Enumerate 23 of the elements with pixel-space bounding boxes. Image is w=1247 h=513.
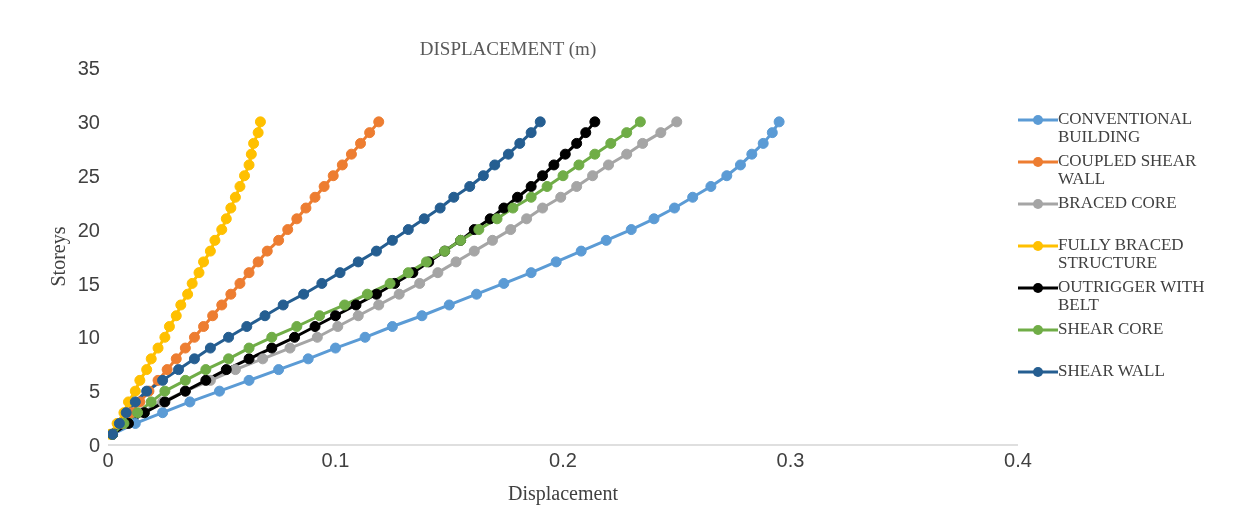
x-tick-label: 0.2 (549, 449, 577, 472)
legend-label: OUTRIGGER WITH BELT (1058, 276, 1206, 314)
y-tick-label: 15 (77, 272, 100, 295)
y-tick-label: 20 (77, 218, 100, 241)
legend-label: SHEAR WALL (1058, 360, 1165, 380)
y-axis-title: Storeys (47, 226, 71, 287)
legend-label: BRACED CORE (1058, 192, 1177, 212)
y-tick-label: 0 (88, 434, 100, 457)
legend-label: FULLY BRACED STRUCTURE (1058, 234, 1185, 272)
x-axis-title: Displacement (508, 482, 619, 505)
legend-label: COUPLED SHEAR WALL (1058, 150, 1198, 188)
x-tick-label: 0 (102, 449, 114, 472)
y-tick-label: 25 (77, 164, 100, 187)
legend-label: CONVENTIONAL BUILDING (1058, 108, 1193, 146)
x-tick-label: 0.1 (321, 449, 350, 472)
y-tick-label: 10 (77, 326, 100, 349)
legend-label: SHEAR CORE (1058, 318, 1164, 338)
y-tick-label: 30 (77, 110, 100, 133)
x-tick-label: 0.3 (776, 449, 805, 472)
y-tick-label: 5 (88, 380, 100, 403)
x-tick-label: 0.4 (1004, 449, 1032, 472)
y-tick-label: 35 (77, 57, 100, 80)
chart-title: DISPLACEMENT (m) (419, 38, 597, 59)
